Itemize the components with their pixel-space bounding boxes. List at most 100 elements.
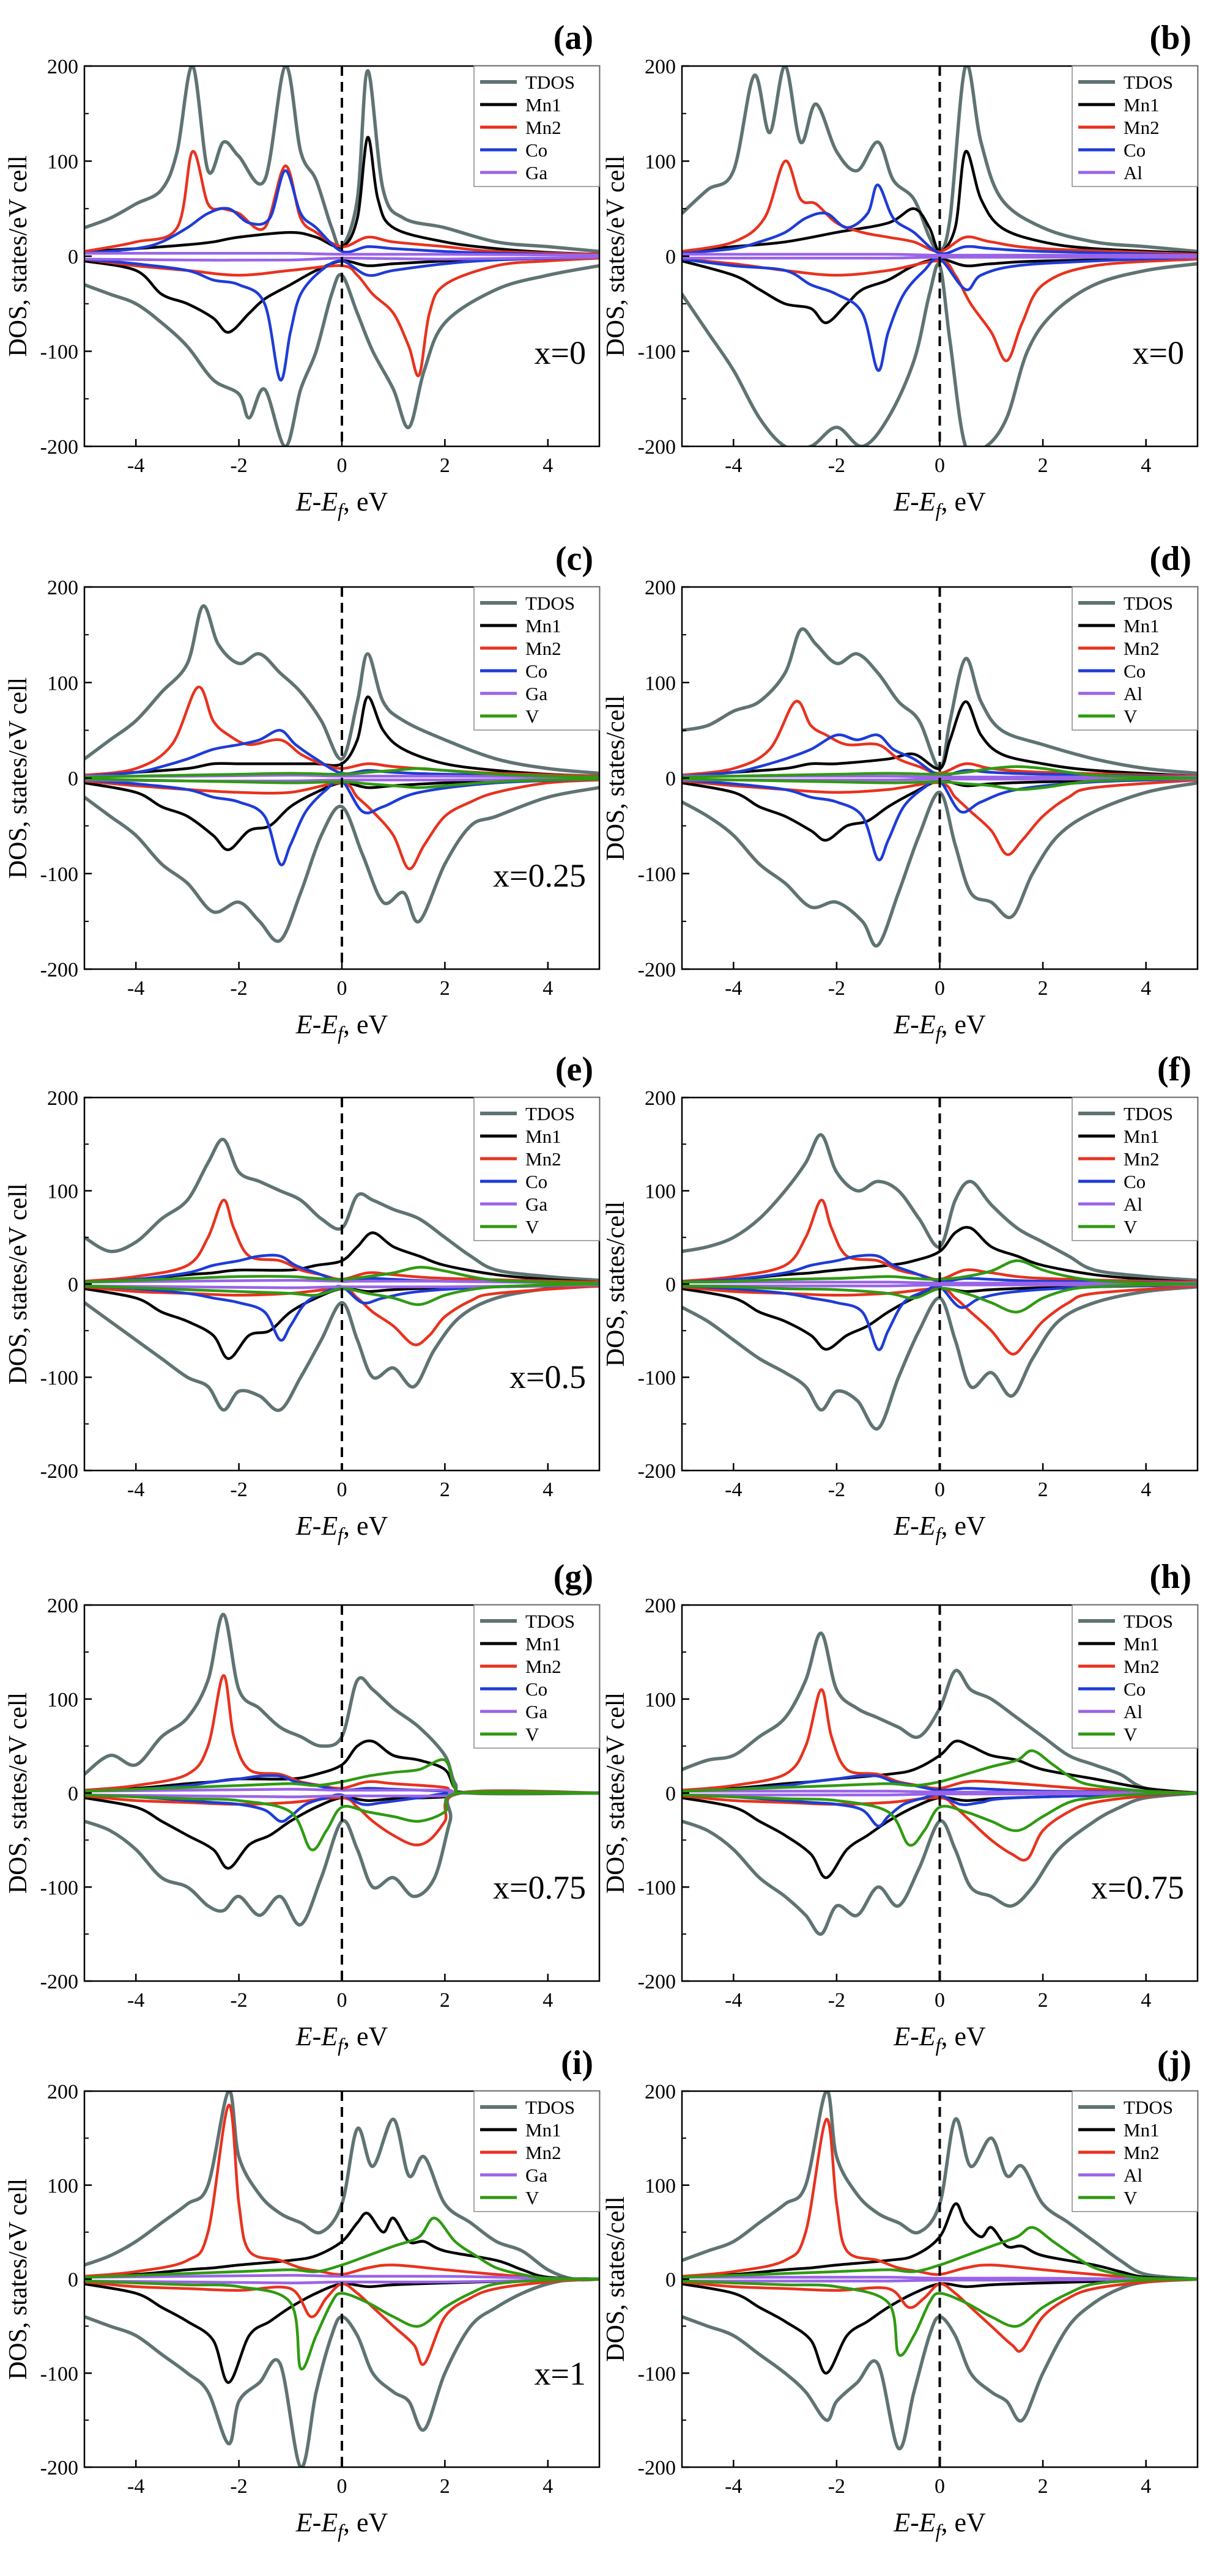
y-tick-label: -200 [638,959,676,981]
legend-label: Mn1 [525,1126,561,1147]
x-axis-label: E-Ef, eV [893,1511,986,1545]
x-tick-label: -4 [725,977,742,1000]
legend-label: Ga [525,1194,547,1215]
x-tick-label: 4 [1141,977,1151,1000]
x-tick-label: 4 [543,454,553,477]
y-tick-label: 0 [68,246,78,268]
dos-panel: -4 -2 0 2 4 -200 -100 0 100 200 DOS, states/eV cel… [4,1558,601,2056]
series-line-mn1-down [682,777,1198,842]
x-tick-label: 4 [1141,1989,1151,2012]
x-tick-label: -4 [725,2475,742,2498]
x-tick-label: 0 [935,1989,945,2012]
y-tick-label: 100 [47,672,78,695]
legend-label: V [525,706,539,727]
series-line-mn1-down [682,2278,1198,2375]
legend-label: Mn1 [1124,615,1160,637]
series-line-tdos-down [84,786,599,943]
legend-box [473,1097,600,1241]
series-line-tdos-down [84,264,599,446]
y-axis-label: DOS, states/eV cell [602,1692,630,1894]
x-tick-label: -2 [828,977,845,1000]
y-tick-label: -200 [638,436,676,459]
y-tick-label: -200 [638,1971,676,1993]
legend-label: Co [525,1171,547,1192]
series-line-co-down [84,777,599,866]
legend-label: Mn1 [525,94,561,116]
y-tick-label: 0 [665,246,676,268]
x-tick-label: 2 [440,1989,450,2012]
dos-panel: -4 -2 0 2 4 -200 -100 0 100 200 DOS, states/eV cel… [4,2044,601,2542]
series-line-v-down [84,1282,599,1306]
series-line-tdos-up [682,627,1198,775]
y-tick-label: 200 [47,1595,78,1617]
legend-label: V [1124,1216,1138,1238]
y-axis-label: DOS, states/eV cell [4,1692,32,1894]
legend-label: V [525,1216,539,1238]
panel-letter: (i) [561,2044,593,2082]
series-line-co-up [84,169,599,257]
series-line-v-down [682,1282,1198,1314]
x-tick-label: -4 [127,1989,144,2012]
x-axis-label: E-Ef, eV [295,2021,388,2056]
x-tick-label: -4 [127,454,144,477]
y-tick-label: -200 [40,2457,78,2479]
x-tick-label: -2 [828,1478,845,1501]
panel-letter: (g) [554,1558,593,1596]
x-tick-label: -2 [828,1989,845,2012]
dos-panel: -4 -2 0 2 4 -200 -100 0 100 200 DOS, states/eV cel… [4,19,601,521]
series-line-al-down [682,256,1198,260]
plot-area [84,2091,599,2467]
legend-label: Ga [525,1701,547,1722]
y-tick-label: 200 [47,56,78,78]
x-tick-label: 0 [337,1989,347,2012]
series-line-co-up [84,729,599,779]
y-tick-label: -100 [40,1367,78,1390]
legend-label: TDOS [525,72,575,93]
legend-label: Mn1 [1124,1126,1160,1147]
series-line-co-down [682,256,1198,372]
y-axis-label: DOS, states/cell [602,1201,630,1367]
legend-label: TDOS [525,2097,575,2118]
y-tick-label: 200 [47,1087,78,1110]
dos-panel: -4 -2 0 2 4 -200 -100 0 100 200 DOS, states/eV cel… [602,19,1199,521]
x-tick-label: -4 [725,454,742,477]
series-line-al-down [682,1792,1198,1796]
x-tick-label: 4 [543,977,553,1000]
y-axis-label: DOS, states/cell [602,2196,630,2362]
series-line-co-down [84,1283,599,1342]
y-tick-label: -100 [40,863,78,886]
series-line-co-down [84,256,599,382]
panel-letter: (a) [554,19,593,57]
x-tick-label: -2 [230,454,247,477]
series-line-al-down [682,1283,1198,1288]
y-tick-label: 0 [665,1274,676,1296]
series-line-tdos-up [682,2091,1198,2281]
series-line-mn2-up [84,1198,599,1284]
series-line-mn2-down [84,2278,599,2366]
series-line-mn1-up [682,1225,1198,1284]
x-tick-label: 2 [1038,1478,1048,1501]
legend-label: Ga [525,2165,547,2186]
x-tick-label: 4 [543,1478,553,1501]
x-tick-label: 0 [337,2475,347,2498]
series-line-v-up [682,1259,1198,1286]
composition-annotation: x=0.75 [493,1869,586,1906]
x-tick-label: -2 [230,1989,247,2012]
panel-letter: (j) [1157,2044,1191,2082]
x-axis-label: E-Ef, eV [893,487,986,521]
series-line-tdos-down [682,2277,1198,2451]
y-tick-label: -100 [638,863,676,886]
legend-label: Mn2 [525,1148,561,1170]
series-line-tdos-down [84,1789,599,1927]
series-line-ga-down [84,256,599,262]
series-line-ga-up [84,251,599,257]
x-tick-label: 4 [543,1989,553,2012]
legend-label: Co [525,139,547,161]
composition-annotation: x=0.5 [509,1359,586,1395]
